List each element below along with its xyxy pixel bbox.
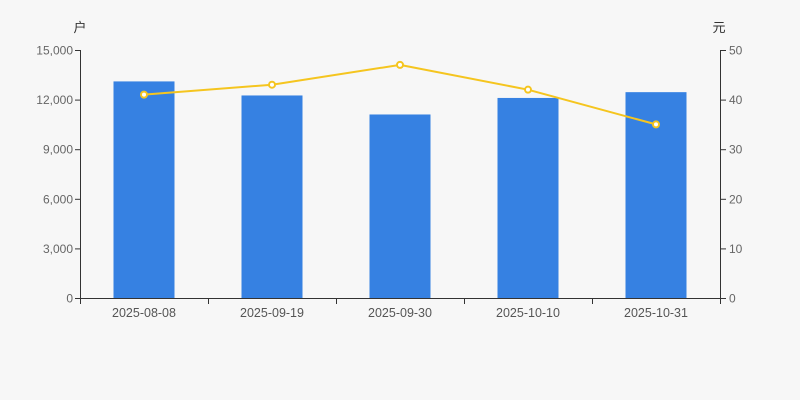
- left-axis-tick-label: 15,000: [36, 44, 73, 58]
- right-axis-tick-label: 50: [729, 44, 743, 58]
- bar-2025-10-10[interactable]: [497, 97, 559, 299]
- right-axis-tick-label: 30: [729, 143, 743, 157]
- right-axis-tick-label: 40: [729, 93, 743, 107]
- right-axis-tick-label: 20: [729, 192, 743, 206]
- bar-2025-09-19[interactable]: [241, 95, 303, 298]
- x-axis-category-label: 2025-08-08: [112, 306, 176, 320]
- right-axis-title: 元: [712, 20, 726, 35]
- x-axis-category-label: 2025-09-19: [240, 306, 304, 320]
- bar-2025-08-08[interactable]: [113, 81, 175, 298]
- bar-2025-09-30[interactable]: [369, 114, 431, 298]
- line-point-2025-10-31[interactable]: [652, 120, 660, 129]
- left-axis-tick-label: 3,000: [43, 242, 73, 256]
- left-axis-tick-label: 9,000: [43, 143, 73, 157]
- line-point-2025-09-30[interactable]: [396, 60, 404, 69]
- left-axis-title: 户: [73, 20, 87, 35]
- line-point-2025-09-19[interactable]: [268, 80, 276, 89]
- x-axis-category-label: 2025-10-31: [624, 306, 688, 320]
- left-axis-tick-label: 12,000: [36, 93, 73, 107]
- left-axis-tick-label: 0: [66, 292, 73, 306]
- x-axis-category-label: 2025-10-10: [496, 306, 560, 320]
- x-axis-category-label: 2025-09-30: [368, 306, 432, 320]
- right-axis-tick-label: 10: [729, 242, 743, 256]
- right-axis-tick-label: 0: [729, 292, 736, 306]
- line-point-2025-10-10[interactable]: [524, 85, 532, 94]
- left-axis-tick-label: 6,000: [43, 192, 73, 206]
- line-point-2025-08-08[interactable]: [140, 90, 148, 99]
